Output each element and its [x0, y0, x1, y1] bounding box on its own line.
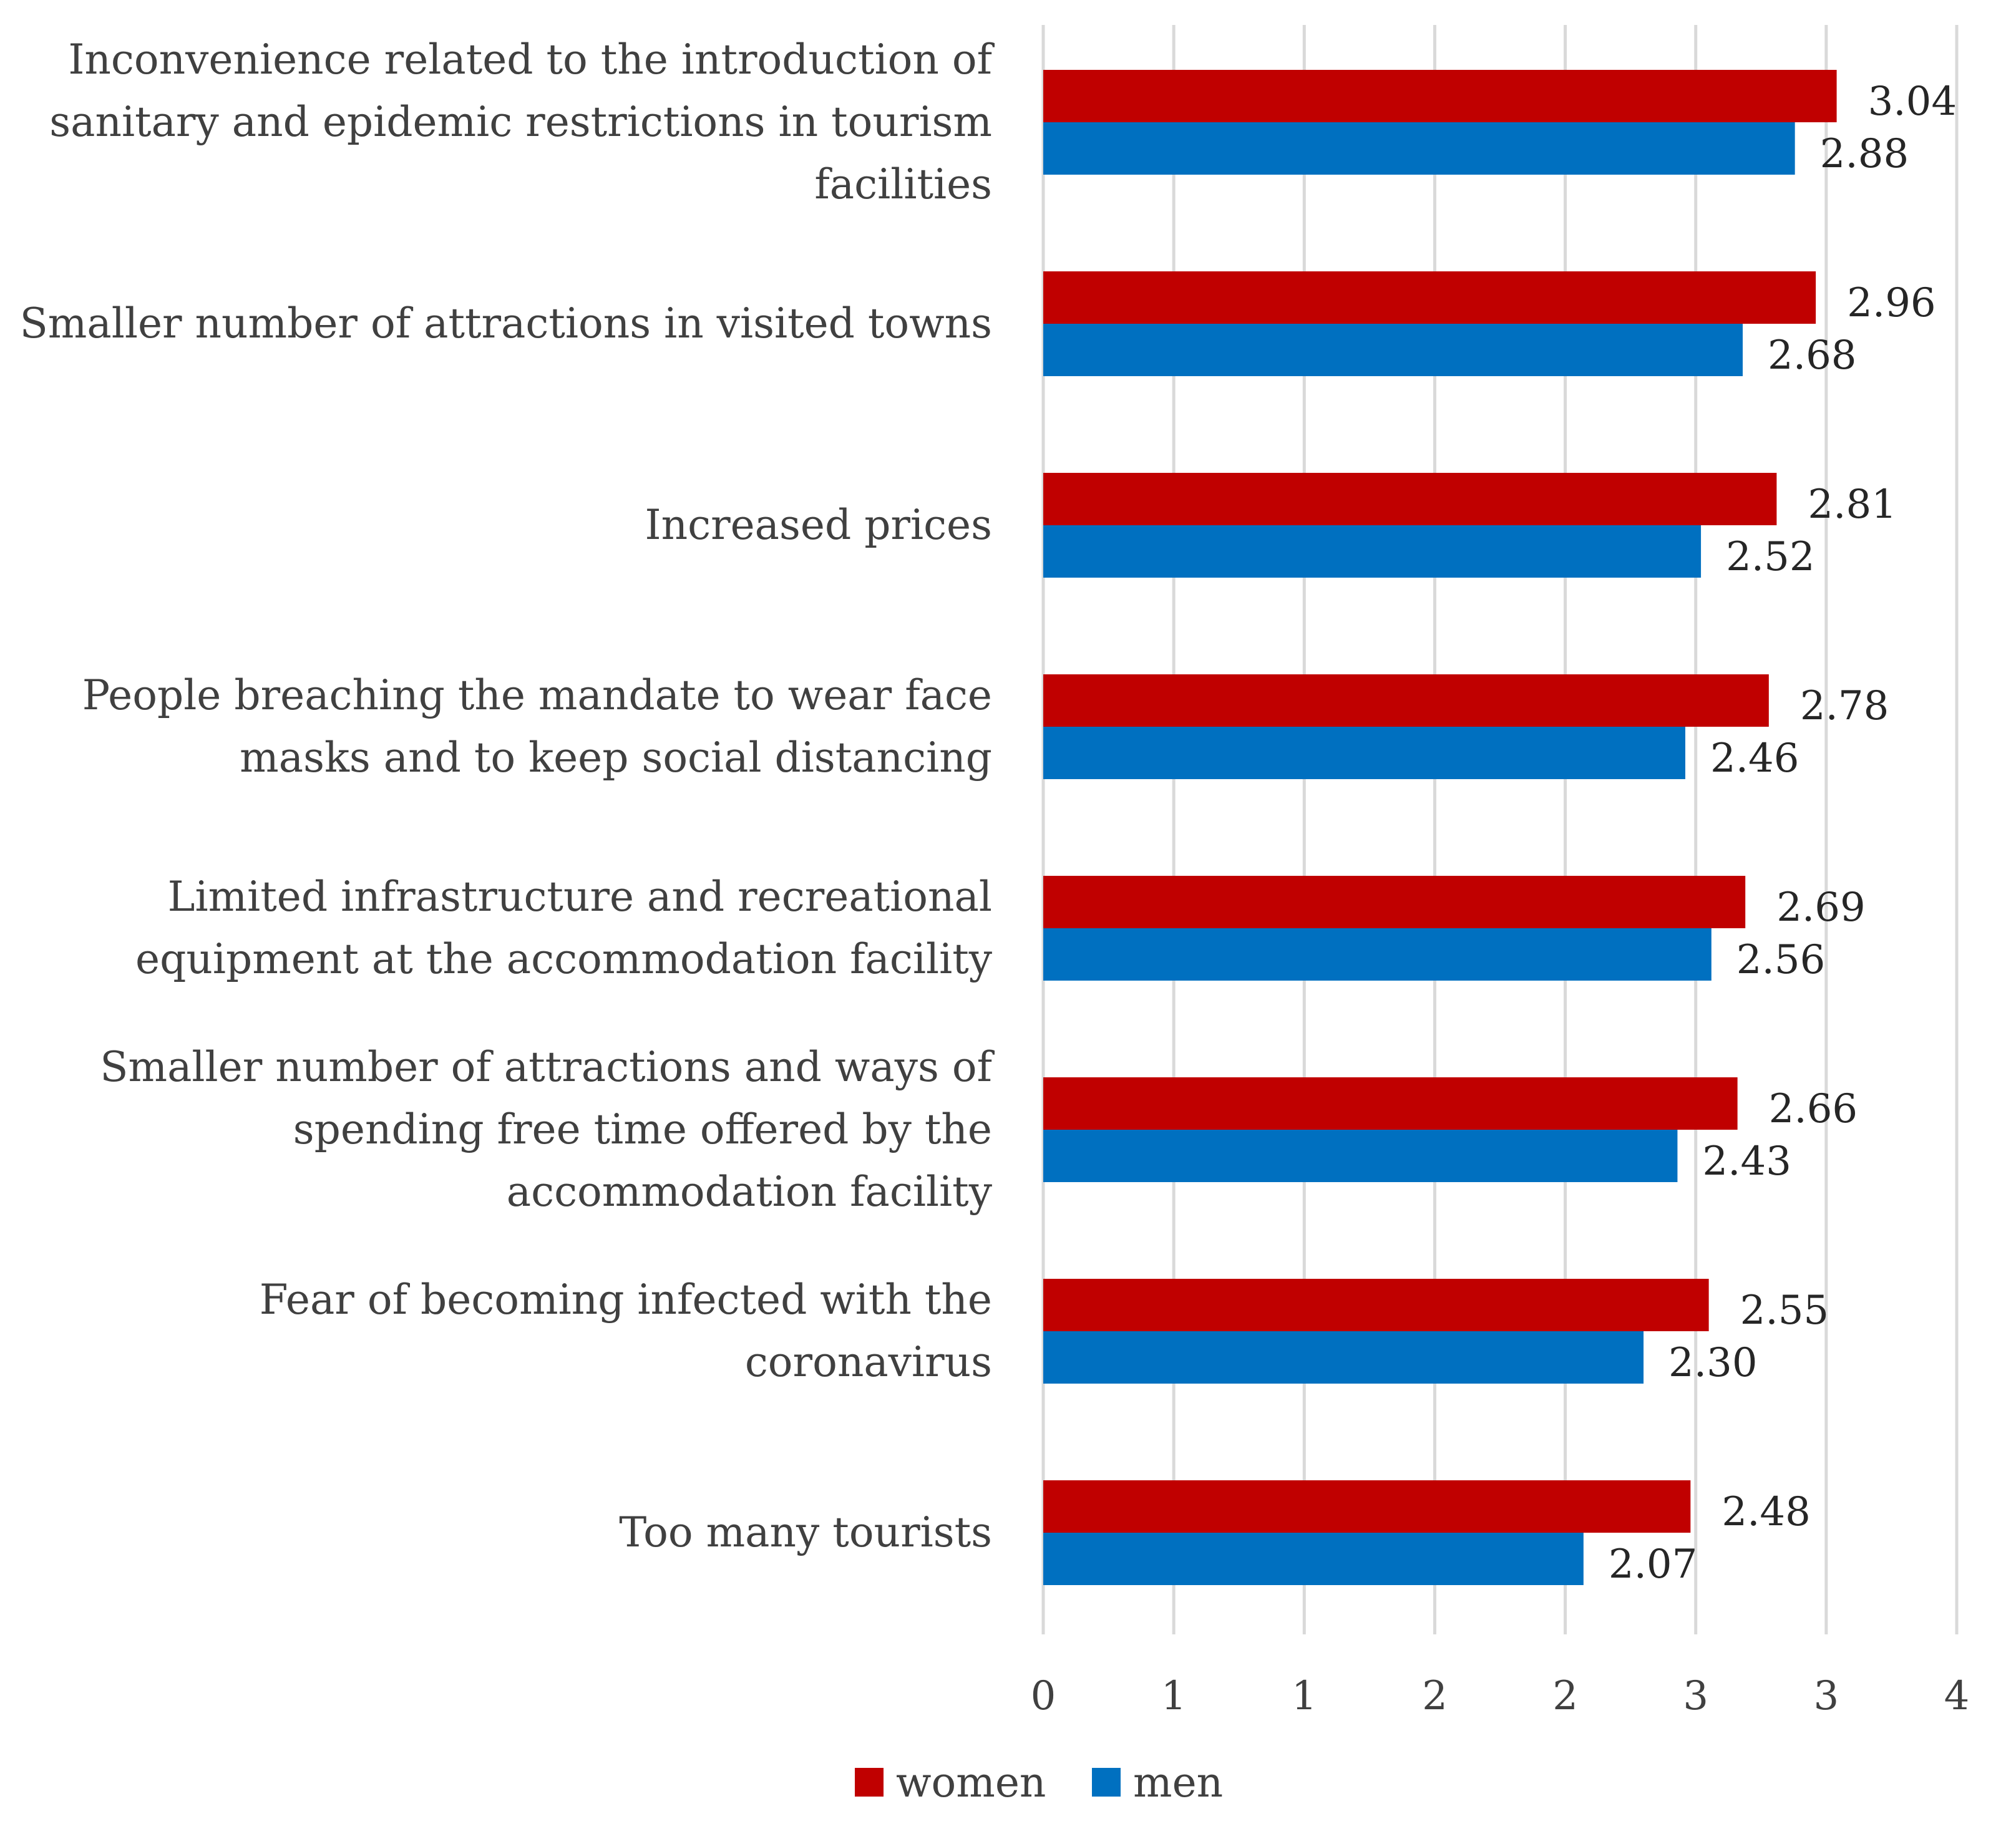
data-label-women: 2.55	[1740, 1288, 1829, 1334]
category-label: People breaching the mandate to wear fac…	[82, 671, 992, 719]
category-label: Limited infrastructure and recreational	[168, 873, 992, 921]
bar-women	[1043, 674, 1769, 727]
bar-women	[1043, 473, 1777, 525]
category-label: masks and to keep social distancing	[240, 734, 992, 782]
category-label: accommodation facility	[507, 1168, 993, 1216]
bar-men	[1043, 1130, 1678, 1182]
bars	[1043, 70, 1837, 1585]
x-tick-label: 1	[1292, 1673, 1317, 1719]
category-label: spending free time offered by the	[293, 1105, 992, 1153]
category-label: Inconvenience related to the introductio…	[68, 36, 995, 84]
category-label: Smaller number of attractions in visited…	[20, 299, 992, 347]
data-label-men: 2.56	[1736, 937, 1826, 983]
x-tick-label: 2	[1422, 1673, 1448, 1719]
category-label: sanitary and epidemic restrictions in to…	[49, 98, 992, 146]
bar-women	[1043, 70, 1837, 122]
category-label: Increased prices	[645, 501, 992, 549]
bar-men	[1043, 324, 1743, 376]
bar-women	[1043, 1279, 1709, 1331]
data-label-women: 2.78	[1800, 683, 1889, 729]
category-label: Smaller number of attractions and ways o…	[100, 1043, 995, 1091]
x-tick-label: 3	[1813, 1673, 1839, 1719]
bar-men	[1043, 122, 1795, 175]
legend: women men	[855, 1759, 1223, 1807]
data-labels: 3.04 2.88 2.96 2.68 2.81 2.52 2.782.46 2.69 2.56…	[1609, 79, 1957, 1588]
x-tick-label: 2	[1552, 1673, 1578, 1719]
data-label-women: 2.66	[1769, 1086, 1858, 1132]
data-label-women: 3.04	[1868, 79, 1957, 125]
bar-women	[1043, 1480, 1691, 1533]
category-label: coronavirus	[745, 1338, 992, 1386]
x-tick-label: 1	[1161, 1673, 1187, 1719]
data-label-men: 2.43	[1702, 1138, 1791, 1185]
bar-men	[1043, 1533, 1584, 1585]
category-label: Too many tourists	[619, 1508, 992, 1556]
data-label-men: 2.07	[1609, 1541, 1698, 1588]
x-tick-label: 4	[1944, 1673, 1970, 1719]
category-label: facilities	[814, 160, 992, 208]
gridlines	[1041, 25, 1959, 1634]
legend-swatch-women	[855, 1768, 884, 1797]
legend-label-men: men	[1133, 1759, 1223, 1807]
data-label-women: 2.69	[1776, 885, 1866, 931]
data-label-men: 2.88	[1820, 131, 1909, 177]
bar-women	[1043, 271, 1816, 324]
data-label-men: 2.30	[1668, 1340, 1758, 1386]
legend-label-women: women	[896, 1759, 1046, 1807]
bar-men	[1043, 1331, 1644, 1384]
data-label-women: 2.81	[1808, 482, 1897, 528]
data-label-women: 2.96	[1847, 280, 1936, 326]
bar-women	[1043, 876, 1746, 928]
data-label-women: 2.48	[1721, 1489, 1811, 1535]
category-labels: Inconvenience related to the introductio…	[20, 36, 995, 1556]
x-tick-label: 0	[1031, 1673, 1056, 1719]
x-tick-label: 3	[1683, 1673, 1708, 1719]
bar-men	[1043, 727, 1685, 779]
bar-men	[1043, 525, 1702, 578]
bar-women	[1043, 1077, 1738, 1130]
x-axis-tick-labels: 0 1 1 2 2 3 3 4	[1031, 1673, 1970, 1719]
category-label: Fear of becoming infected with the	[260, 1276, 992, 1324]
category-label: equipment at the accommodation facility	[135, 935, 993, 983]
data-label-men: 2.52	[1726, 534, 1815, 580]
data-label-men: 2.46	[1710, 735, 1799, 782]
legend-swatch-men	[1092, 1768, 1121, 1797]
bar-men	[1043, 928, 1712, 981]
data-label-men: 2.68	[1768, 332, 1857, 379]
